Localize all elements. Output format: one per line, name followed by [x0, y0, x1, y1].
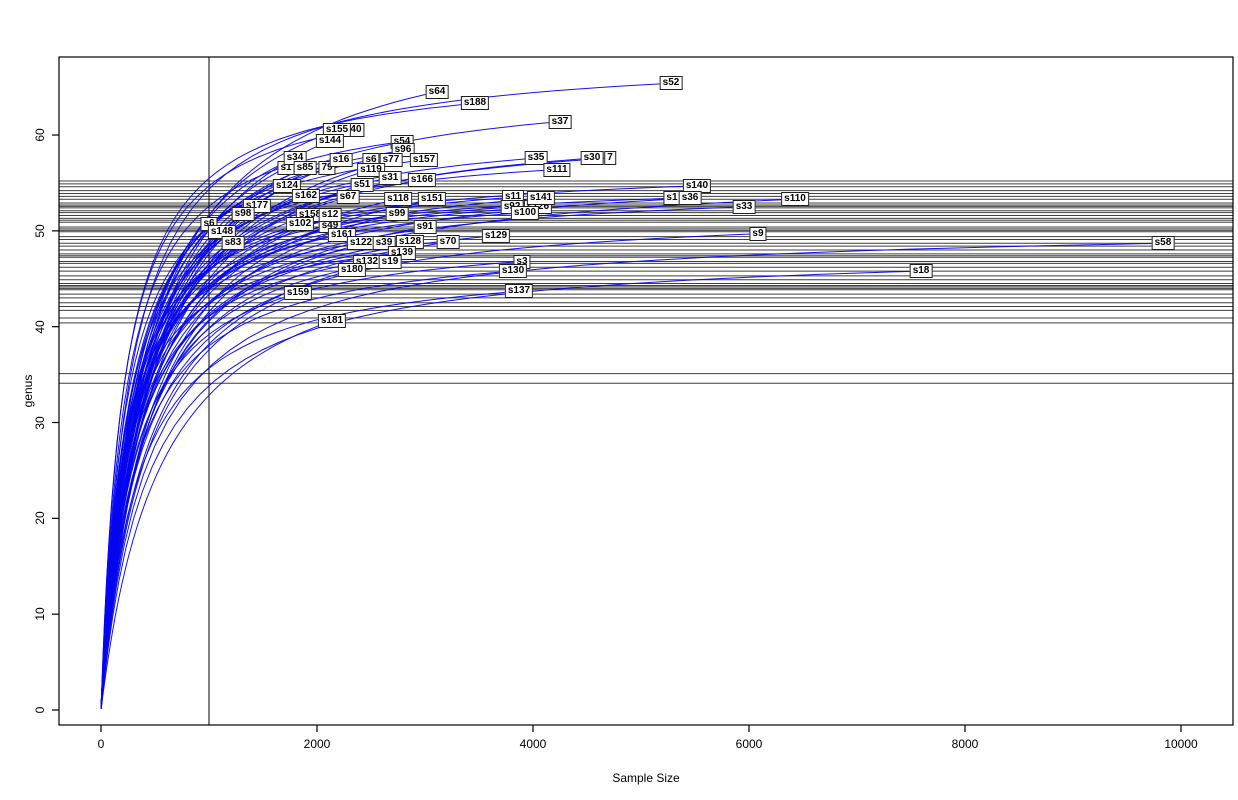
x-axis-title: Sample Size — [612, 771, 680, 785]
rarefaction-curve-s137 — [100, 290, 520, 709]
rarefaction-curve-s122 — [100, 242, 362, 708]
rarefaction-curve-s128 — [100, 241, 411, 709]
rarefaction-curve-s159 — [100, 292, 299, 709]
rarefaction-curve-s58 — [100, 242, 1164, 709]
rarefaction-curve-s188 — [100, 102, 476, 708]
plot-border — [58, 56, 1234, 726]
rarefaction-curve-s30 — [100, 157, 593, 709]
rarefaction-curve-s132 — [100, 261, 368, 709]
rarefaction-curve-s139 — [100, 252, 403, 708]
rarefaction-curve-s3 — [100, 261, 523, 709]
rarefaction-curve-s181 — [100, 320, 333, 710]
rarefaction-curve-s92 — [100, 206, 513, 708]
rarefaction-curve-s39 — [100, 242, 385, 709]
rarefaction-curve-s18 — [100, 270, 922, 709]
rarefaction-curve-s54 — [100, 141, 403, 708]
rarefaction-curve-s37 — [100, 121, 561, 709]
rarefaction-curve-s36 — [100, 197, 691, 709]
rarefaction-curve-s35 — [100, 157, 537, 708]
rarefaction-curve-s52 — [100, 82, 672, 708]
rarefaction-curve-s91 — [100, 226, 426, 709]
rarefaction-curve-s130 — [100, 270, 514, 709]
y-axis-title: genus — [21, 374, 35, 408]
